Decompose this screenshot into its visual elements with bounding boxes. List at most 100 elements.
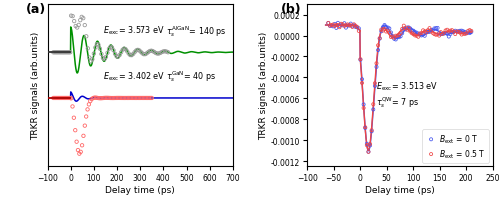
$B_{\mathrm{ext}}$ = 0.5 T <box>450 31 458 34</box>
$B_{\mathrm{ext}}$ = 0 T <box>380 24 388 27</box>
Point <box>132 97 140 100</box>
$B_{\mathrm{ext}}$ = 0.5 T <box>427 31 435 34</box>
$B_{\mathrm{ext}}$ = 0 T <box>466 32 473 36</box>
Point <box>71 129 79 132</box>
Legend: $B_{\mathrm{ext}}$ = 0 T, $B_{\mathrm{ext}}$ = 0.5 T: $B_{\mathrm{ext}}$ = 0 T, $B_{\mathrm{ex… <box>422 130 488 163</box>
Point <box>76 152 84 156</box>
$B_{\mathrm{ext}}$ = 0 T <box>326 25 334 28</box>
$B_{\mathrm{ext}}$ = 0.5 T <box>352 25 360 28</box>
$B_{\mathrm{ext}}$ = 0.5 T <box>386 32 394 35</box>
Point <box>162 51 170 54</box>
$B_{\mathrm{ext}}$ = 0 T <box>358 78 366 81</box>
Point <box>50 97 58 100</box>
$B_{\mathrm{ext}}$ = 0.5 T <box>336 26 344 30</box>
Text: (a): (a) <box>26 3 46 16</box>
Point <box>142 53 150 57</box>
$B_{\mathrm{ext}}$ = 0 T <box>388 35 396 39</box>
$B_{\mathrm{ext}}$ = 0 T <box>440 33 448 36</box>
Point <box>123 50 131 54</box>
Point <box>64 97 72 100</box>
Point <box>140 97 147 100</box>
Point <box>70 20 78 24</box>
$B_{\mathrm{ext}}$ = 0.5 T <box>438 33 446 36</box>
Point <box>152 52 160 55</box>
Text: $\it{E}_{\rm exc}$= 3.402 eV: $\it{E}_{\rm exc}$= 3.402 eV <box>103 70 166 82</box>
$B_{\mathrm{ext}}$ = 0 T <box>408 29 416 33</box>
$B_{\mathrm{ext}}$ = 0.5 T <box>360 107 368 110</box>
Point <box>65 97 73 100</box>
Point <box>65 51 73 55</box>
$B_{\mathrm{ext}}$ = 0.5 T <box>342 24 350 28</box>
$B_{\mathrm{ext}}$ = 0 T <box>462 33 470 36</box>
Point <box>118 97 126 100</box>
$B_{\mathrm{ext}}$ = 0.5 T <box>378 29 386 32</box>
$B_{\mathrm{ext}}$ = 0.5 T <box>398 28 406 31</box>
$B_{\mathrm{ext}}$ = 0.5 T <box>412 35 420 38</box>
Point <box>99 57 107 60</box>
$B_{\mathrm{ext}}$ = 0 T <box>340 22 348 26</box>
Point <box>104 52 112 55</box>
Point <box>108 47 116 50</box>
Point <box>124 53 132 56</box>
$B_{\mathrm{ext}}$ = 0.5 T <box>461 33 469 36</box>
$B_{\mathrm{ext}}$ = 0.5 T <box>358 82 366 85</box>
Point <box>128 97 136 100</box>
$B_{\mathrm{ext}}$ = 0.5 T <box>330 25 338 28</box>
$B_{\mathrm{ext}}$ = 0.5 T <box>430 33 438 37</box>
Point <box>86 57 94 60</box>
$B_{\mathrm{ext}}$ = 0 T <box>430 28 438 31</box>
$B_{\mathrm{ext}}$ = 0 T <box>330 23 338 26</box>
Point <box>126 97 134 100</box>
$B_{\mathrm{ext}}$ = 0.5 T <box>422 32 430 35</box>
$B_{\mathrm{ext}}$ = 0.5 T <box>468 30 475 33</box>
$B_{\mathrm{ext}}$ = 0 T <box>426 31 434 34</box>
Text: $\tau_s^{\rm QW}$= 7 ps: $\tau_s^{\rm QW}$= 7 ps <box>376 95 419 109</box>
$B_{\mathrm{ext}}$ = 0 T <box>443 33 451 36</box>
Point <box>62 51 70 55</box>
Point <box>52 97 60 100</box>
Point <box>102 56 110 59</box>
Point <box>130 51 138 54</box>
$B_{\mathrm{ext}}$ = 0 T <box>379 26 387 29</box>
$B_{\mathrm{ext}}$ = 0 T <box>414 33 422 36</box>
Point <box>96 48 104 51</box>
$B_{\mathrm{ext}}$ = 0.5 T <box>443 29 451 32</box>
Point <box>100 58 108 61</box>
$B_{\mathrm{ext}}$ = 0 T <box>364 150 372 154</box>
Point <box>62 97 70 100</box>
$B_{\mathrm{ext}}$ = 0.5 T <box>454 31 462 34</box>
Point <box>132 50 140 53</box>
$B_{\mathrm{ext}}$ = 0.5 T <box>424 29 432 33</box>
$B_{\mathrm{ext}}$ = 0.5 T <box>406 31 414 34</box>
Point <box>78 144 86 147</box>
$B_{\mathrm{ext}}$ = 0.5 T <box>370 103 378 106</box>
$B_{\mathrm{ext}}$ = 0.5 T <box>403 29 411 32</box>
$B_{\mathrm{ext}}$ = 0.5 T <box>328 24 336 27</box>
$B_{\mathrm{ext}}$ = 0.5 T <box>324 22 332 25</box>
Text: $\it{E}_{\rm exc}$= 3.513 eV: $\it{E}_{\rm exc}$= 3.513 eV <box>376 80 438 92</box>
Point <box>160 50 168 54</box>
Point <box>137 51 145 54</box>
$B_{\mathrm{ext}}$ = 0 T <box>347 23 355 26</box>
$B_{\mathrm{ext}}$ = 0 T <box>338 25 346 28</box>
Point <box>80 17 88 21</box>
Point <box>72 25 80 28</box>
Point <box>136 97 143 100</box>
$B_{\mathrm{ext}}$ = 0 T <box>458 30 466 33</box>
$B_{\mathrm{ext}}$ = 0.5 T <box>446 30 454 33</box>
Point <box>106 46 114 49</box>
Point <box>164 51 172 55</box>
$B_{\mathrm{ext}}$ = 0 T <box>404 27 412 30</box>
$B_{\mathrm{ext}}$ = 0 T <box>337 24 345 27</box>
Point <box>161 50 169 54</box>
Point <box>148 97 156 100</box>
$B_{\mathrm{ext}}$ = 0 T <box>448 31 456 34</box>
Point <box>122 97 130 100</box>
Point <box>68 15 76 19</box>
$B_{\mathrm{ext}}$ = 0.5 T <box>348 26 356 29</box>
Point <box>123 97 131 100</box>
Point <box>156 52 164 55</box>
$B_{\mathrm{ext}}$ = 0 T <box>450 31 458 35</box>
Point <box>134 49 141 52</box>
$B_{\mathrm{ext}}$ = 0 T <box>403 27 411 30</box>
